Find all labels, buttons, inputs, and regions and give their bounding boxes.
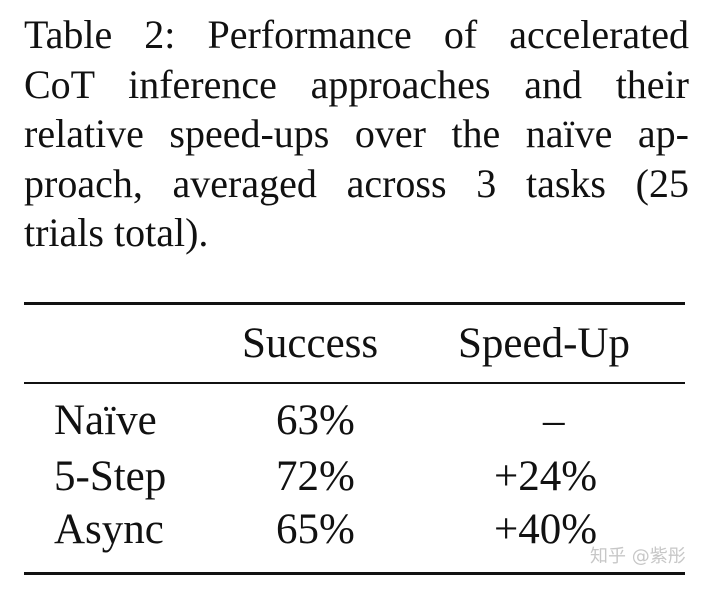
caption-line-2: CoT inference approaches and their: [24, 61, 689, 107]
row-5-step-method: 5-Step: [54, 453, 167, 500]
row-naive-speedup: –: [543, 397, 565, 444]
caption-line-4: proach, averaged across 3 tasks (25: [24, 160, 689, 206]
caption-label: Table 2:: [24, 12, 176, 57]
watermark: 知乎 @紫彤: [590, 546, 686, 567]
caption-line-5: trials total).: [24, 210, 209, 255]
header-success: Success: [242, 320, 379, 367]
caption-line-3: relative speed-ups over the naïve ap-: [24, 111, 689, 156]
caption-text-1: Performance of accelerated: [207, 12, 690, 57]
table-caption: Table 2: Performance of accelerated CoT …: [24, 10, 689, 258]
row-async-success: 65%: [276, 506, 355, 553]
table-header-rule: [24, 382, 685, 384]
caption-line-1: Table 2: Performance of accelerated: [24, 10, 689, 60]
row-async-speedup: +40%: [494, 506, 598, 553]
table-bottom-rule: [24, 572, 685, 575]
row-naive-method: Naïve: [54, 397, 157, 444]
row-async-method: Async: [54, 506, 164, 553]
table-top-rule: [24, 302, 685, 305]
row-5-step-speedup: +24%: [494, 453, 598, 500]
row-5-step-success: 72%: [276, 453, 355, 500]
row-naive-success: 63%: [276, 397, 355, 444]
header-speed-up: Speed-Up: [458, 320, 630, 367]
